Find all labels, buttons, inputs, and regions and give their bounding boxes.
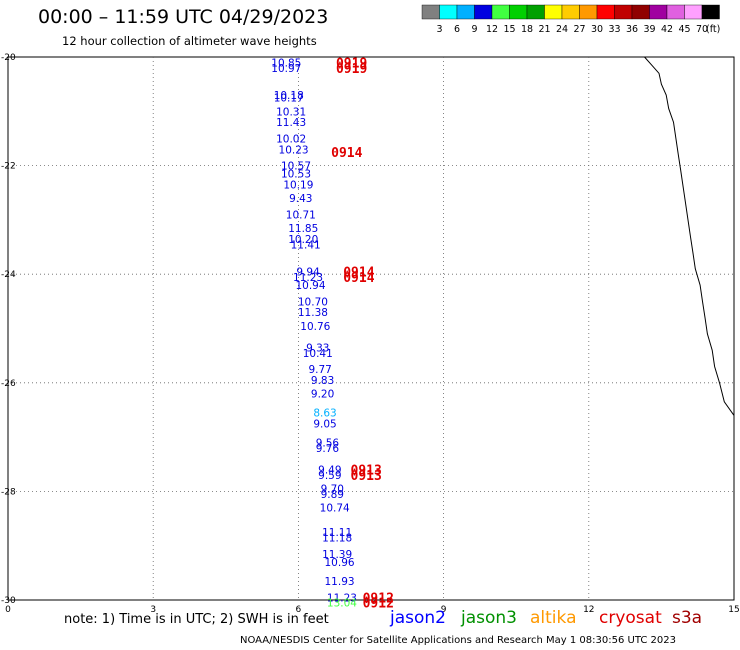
wave-height-label: 13.04 [327, 598, 357, 610]
wave-height-label: 11.18 [322, 533, 352, 545]
wave-height-label: 10.85 [271, 57, 301, 69]
pass-time-label: 0913 [351, 464, 382, 479]
wave-height-label: 11.43 [276, 117, 306, 129]
x-tick-label: 12 [583, 605, 594, 615]
footer-credit: NOAA/NESDIS Center for Satellite Applica… [240, 635, 676, 646]
mission-label-jason3: jason3 [461, 608, 517, 628]
wave-height-label: 9.83 [311, 375, 334, 387]
legend-tick-label: 21 [538, 24, 550, 35]
wave-height-label: 10.02 [276, 133, 306, 145]
mission-label-cryosat: cryosat [599, 608, 662, 628]
legend-tick-label: 3 [436, 24, 442, 35]
pass-time-label: 0914 [343, 271, 374, 286]
legend-tick-label: 39 [643, 24, 655, 35]
pass-time-label: 0913 [351, 469, 382, 484]
wave-height-label: 9.76 [316, 443, 340, 455]
pass-time-label: 0912 [363, 591, 394, 606]
legend-unit: (ft) [706, 24, 720, 35]
mission-label-jason2: jason2 [390, 608, 446, 628]
mission-label-s3a: s3a [672, 608, 703, 628]
wave-height-label: 11.23 [293, 272, 323, 284]
y-tick-label: -26 [1, 379, 16, 389]
wave-height-label: 9.33 [306, 343, 329, 355]
wave-height-label: 10.17 [274, 93, 304, 105]
legend-tick-label: 36 [626, 24, 638, 35]
wave-height-label: 9.94 [296, 266, 320, 278]
x-tick-label: 9 [441, 605, 447, 615]
wave-height-label: 9.43 [289, 193, 312, 205]
y-tick-label: -28 [1, 487, 16, 497]
wave-height-label: 8.63 [313, 408, 336, 420]
pass-time-label: 0914 [331, 146, 362, 161]
wave-height-label: 11.23 [327, 592, 357, 604]
wave-height-label: 10.20 [288, 234, 318, 246]
wave-height-label: 9.49 [318, 465, 341, 477]
wave-height-label: 9.20 [311, 389, 334, 401]
wave-height-label: 10.76 [300, 321, 330, 333]
wave-height-label: 11.11 [322, 527, 352, 539]
wave-height-label: 9.05 [313, 419, 336, 431]
wave-height-label: 9.77 [308, 364, 331, 376]
wave-height-label: 10.96 [325, 557, 355, 569]
chart-title: 00:00 – 11:59 UTC 04/29/2023 [38, 6, 329, 28]
coastline [644, 56, 735, 416]
x-tick-label: 6 [296, 605, 302, 615]
wave-height-label: 10.23 [279, 144, 309, 156]
mission-label-altika: altika [530, 608, 577, 628]
legend-tick-label: 18 [521, 24, 533, 35]
pass-time-label: 0914 [343, 265, 374, 280]
y-tick-label: -24 [1, 270, 16, 280]
wave-height-label: 10.57 [281, 161, 311, 173]
wave-height-label: 10.71 [286, 209, 316, 221]
y-tick-label: -22 [1, 162, 16, 172]
legend-tick-label: 9 [471, 24, 477, 35]
wave-height-label: 10.94 [295, 280, 325, 292]
legend-tick-label: 27 [573, 24, 585, 35]
legend-tick-label: 42 [661, 24, 673, 35]
wave-height-label: 11.39 [322, 549, 352, 561]
legend-tick-label: 6 [454, 24, 460, 35]
legend-tick-label: 12 [486, 24, 498, 35]
legend-tick-label: 24 [556, 24, 568, 35]
legend-tick-label: 70 [696, 24, 708, 35]
x-tick-label: 0 [5, 605, 11, 615]
legend-tick-label: 15 [503, 24, 515, 35]
y-tick-label: -30 [1, 596, 16, 606]
pass-time-label: 0919 [336, 62, 367, 77]
wave-height-label: 10.19 [283, 180, 313, 192]
wave-height-label: 10.18 [274, 90, 304, 102]
wave-height-label: 10.70 [298, 296, 328, 308]
wave-height-label: 10.31 [276, 106, 306, 118]
wave-height-label: 10.97 [271, 63, 301, 75]
wave-height-label: 10.74 [320, 503, 350, 515]
legend-tick-label: 45 [678, 24, 690, 35]
pass-time-label: 0912 [363, 597, 394, 612]
legend-tick-label: 33 [608, 24, 620, 35]
chart-subtitle: 12 hour collection of altimeter wave hei… [62, 34, 317, 48]
wave-height-label: 11.93 [325, 576, 355, 588]
plot-frame [7, 56, 735, 601]
wave-height-label: 9.59 [318, 470, 341, 482]
wave-height-label: 9.89 [321, 489, 344, 501]
pass-time-label: 0919 [336, 56, 367, 71]
legend-tick-label: 30 [591, 24, 603, 35]
wave-height-label: 11.85 [288, 223, 318, 235]
wave-height-label: 11.38 [298, 307, 328, 319]
color-legend: 3 6 9 12 15 18 21 24 27 30 33 36 39 42 45 70(ft) [421, 4, 720, 35]
wave-height-label: 9.56 [316, 438, 340, 450]
wave-height-label: 10.53 [281, 169, 311, 181]
x-tick-label: 3 [150, 605, 156, 615]
wave-height-label: 11.41 [291, 239, 321, 251]
y-tick-label: -20 [1, 53, 16, 63]
legend-swatch [701, 4, 720, 20]
footer-note: note: 1) Time is in UTC; 2) SWH is in fe… [64, 612, 329, 627]
x-tick-label: 15 [728, 605, 739, 615]
wave-height-label: 9.70 [321, 484, 344, 496]
wave-height-label: 10.41 [303, 348, 333, 360]
